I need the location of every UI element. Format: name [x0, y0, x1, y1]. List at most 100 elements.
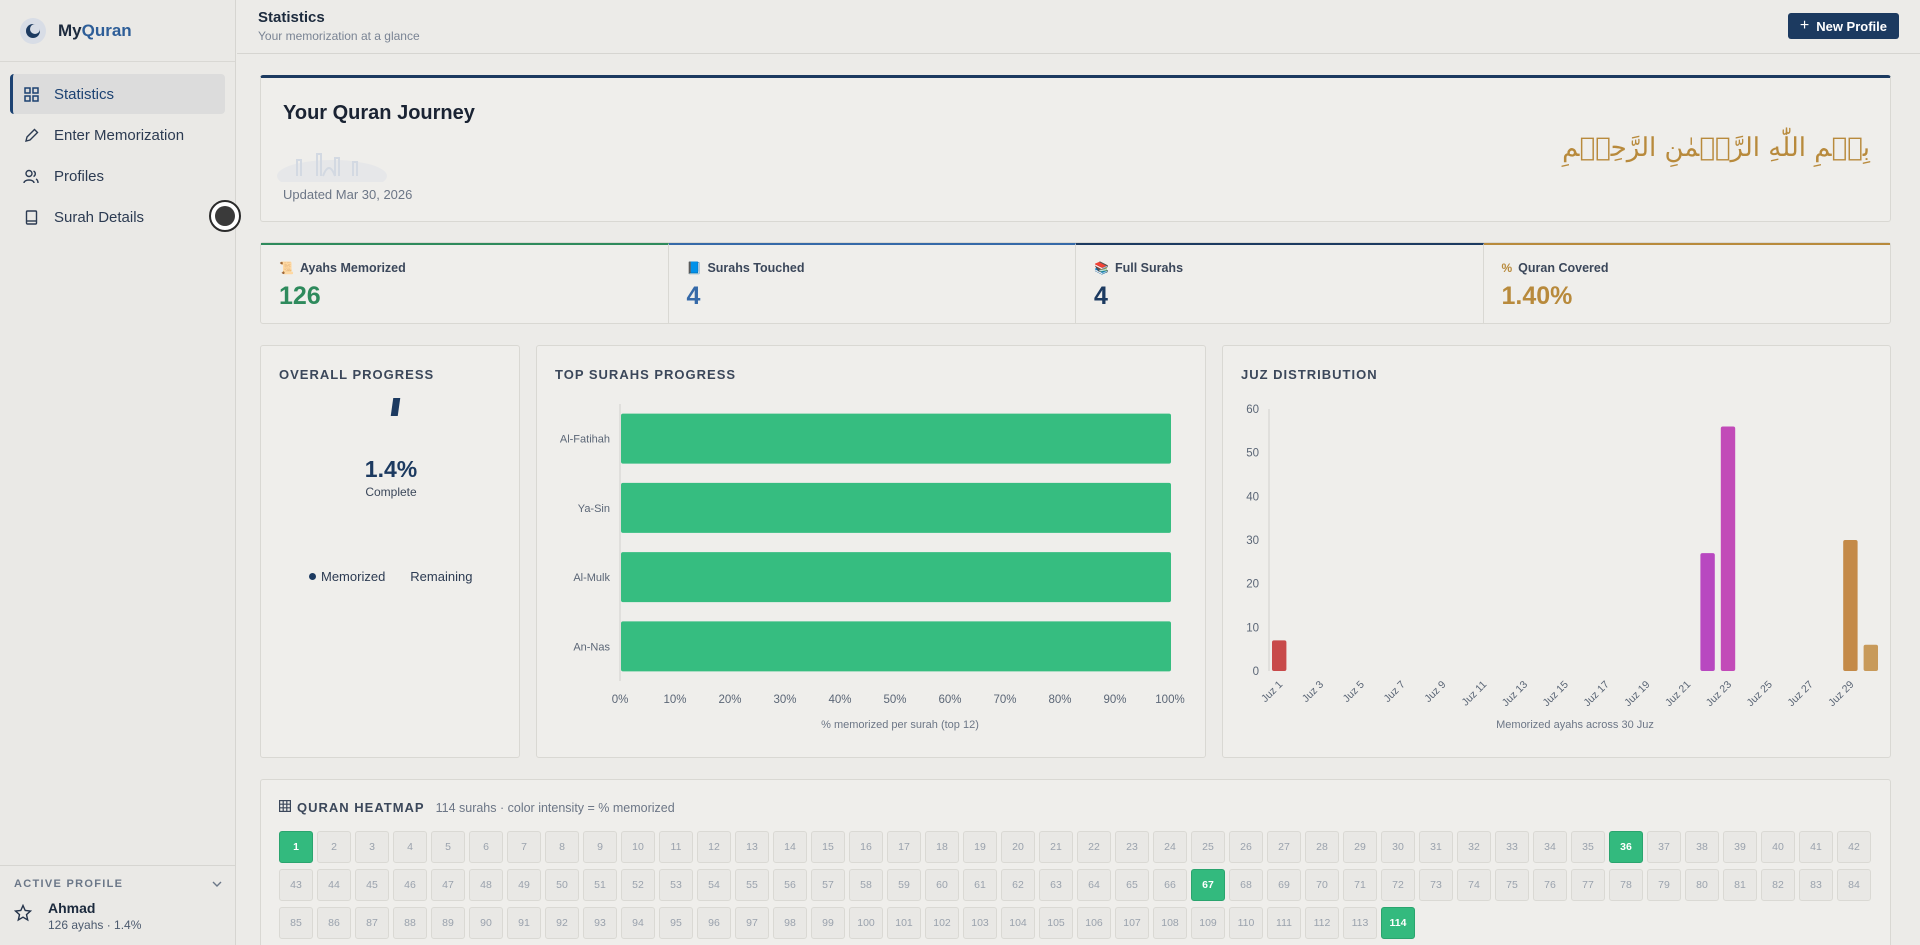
heatmap-cell[interactable]: 4 [393, 831, 427, 863]
heatmap-cell[interactable]: 59 [887, 869, 921, 901]
heatmap-cell[interactable]: 35 [1571, 831, 1605, 863]
heatmap-cell[interactable]: 95 [659, 907, 693, 939]
heatmap-cell[interactable]: 15 [811, 831, 845, 863]
heatmap-cell[interactable]: 52 [621, 869, 655, 901]
heatmap-cell[interactable]: 8 [545, 831, 579, 863]
heatmap-cell[interactable]: 14 [773, 831, 807, 863]
heatmap-cell[interactable]: 48 [469, 869, 503, 901]
heatmap-cell[interactable]: 99 [811, 907, 845, 939]
heatmap-cell[interactable]: 51 [583, 869, 617, 901]
brand[interactable]: MyQuran [0, 0, 235, 62]
heatmap-cell[interactable]: 65 [1115, 869, 1149, 901]
heatmap-cell[interactable]: 25 [1191, 831, 1225, 863]
heatmap-cell[interactable]: 2 [317, 831, 351, 863]
heatmap-cell[interactable]: 114 [1381, 907, 1415, 939]
sidebar-item-profiles[interactable]: Profiles [10, 156, 225, 196]
heatmap-cell[interactable]: 72 [1381, 869, 1415, 901]
heatmap-cell[interactable]: 78 [1609, 869, 1643, 901]
heatmap-cell[interactable]: 100 [849, 907, 883, 939]
heatmap-cell[interactable]: 70 [1305, 869, 1339, 901]
heatmap-cell[interactable]: 104 [1001, 907, 1035, 939]
heatmap-cell[interactable]: 103 [963, 907, 997, 939]
heatmap-cell[interactable]: 80 [1685, 869, 1719, 901]
heatmap-cell[interactable]: 105 [1039, 907, 1073, 939]
heatmap-cell[interactable]: 77 [1571, 869, 1605, 901]
chevron-down-icon[interactable] [212, 878, 222, 890]
heatmap-cell[interactable]: 79 [1647, 869, 1681, 901]
heatmap-cell[interactable]: 69 [1267, 869, 1301, 901]
heatmap-cell[interactable]: 108 [1153, 907, 1187, 939]
heatmap-cell[interactable]: 1 [279, 831, 313, 863]
heatmap-cell[interactable]: 18 [925, 831, 959, 863]
heatmap-cell[interactable]: 29 [1343, 831, 1377, 863]
heatmap-cell[interactable]: 24 [1153, 831, 1187, 863]
new-profile-button[interactable]: + New Profile [1787, 13, 1899, 39]
heatmap-cell[interactable]: 37 [1647, 831, 1681, 863]
heatmap-cell[interactable]: 102 [925, 907, 959, 939]
heatmap-cell[interactable]: 68 [1229, 869, 1263, 901]
heatmap-cell[interactable]: 71 [1343, 869, 1377, 901]
heatmap-cell[interactable]: 3 [355, 831, 389, 863]
heatmap-cell[interactable]: 43 [279, 869, 313, 901]
heatmap-cell[interactable]: 56 [773, 869, 807, 901]
heatmap-cell[interactable]: 5 [431, 831, 465, 863]
sidebar-item-enter-memorization[interactable]: Enter Memorization [10, 115, 225, 155]
legend-remaining[interactable]: Remaining [410, 569, 473, 584]
heatmap-cell[interactable]: 109 [1191, 907, 1225, 939]
heatmap-cell[interactable]: 58 [849, 869, 883, 901]
heatmap-cell[interactable]: 106 [1077, 907, 1111, 939]
sidebar-item-statistics[interactable]: Statistics [10, 74, 225, 114]
heatmap-cell[interactable]: 73 [1419, 869, 1453, 901]
heatmap-cell[interactable]: 93 [583, 907, 617, 939]
heatmap-cell[interactable]: 31 [1419, 831, 1453, 863]
heatmap-cell[interactable]: 97 [735, 907, 769, 939]
heatmap-cell[interactable]: 32 [1457, 831, 1491, 863]
heatmap-cell[interactable]: 89 [431, 907, 465, 939]
heatmap-cell[interactable]: 60 [925, 869, 959, 901]
heatmap-cell[interactable]: 26 [1229, 831, 1263, 863]
heatmap-cell[interactable]: 47 [431, 869, 465, 901]
heatmap-cell[interactable]: 86 [317, 907, 351, 939]
heatmap-cell[interactable]: 20 [1001, 831, 1035, 863]
heatmap-cell[interactable]: 85 [279, 907, 313, 939]
heatmap-cell[interactable]: 94 [621, 907, 655, 939]
heatmap-cell[interactable]: 39 [1723, 831, 1757, 863]
heatmap-cell[interactable]: 11 [659, 831, 693, 863]
heatmap-cell[interactable]: 45 [355, 869, 389, 901]
heatmap-cell[interactable]: 10 [621, 831, 655, 863]
sidebar-item-surah-details[interactable]: Surah Details [10, 197, 225, 237]
heatmap-cell[interactable]: 67 [1191, 869, 1225, 901]
heatmap-cell[interactable]: 113 [1343, 907, 1377, 939]
heatmap-cell[interactable]: 34 [1533, 831, 1567, 863]
heatmap-cell[interactable]: 101 [887, 907, 921, 939]
heatmap-cell[interactable]: 21 [1039, 831, 1073, 863]
heatmap-cell[interactable]: 88 [393, 907, 427, 939]
heatmap-cell[interactable]: 44 [317, 869, 351, 901]
heatmap-cell[interactable]: 6 [469, 831, 503, 863]
heatmap-cell[interactable]: 49 [507, 869, 541, 901]
heatmap-cell[interactable]: 42 [1837, 831, 1871, 863]
heatmap-cell[interactable]: 27 [1267, 831, 1301, 863]
heatmap-cell[interactable]: 111 [1267, 907, 1301, 939]
heatmap-cell[interactable]: 75 [1495, 869, 1529, 901]
heatmap-cell[interactable]: 55 [735, 869, 769, 901]
heatmap-cell[interactable]: 98 [773, 907, 807, 939]
heatmap-cell[interactable]: 46 [393, 869, 427, 901]
heatmap-cell[interactable]: 76 [1533, 869, 1567, 901]
heatmap-cell[interactable]: 107 [1115, 907, 1149, 939]
heatmap-cell[interactable]: 57 [811, 869, 845, 901]
heatmap-cell[interactable]: 40 [1761, 831, 1795, 863]
heatmap-cell[interactable]: 12 [697, 831, 731, 863]
heatmap-cell[interactable]: 84 [1837, 869, 1871, 901]
heatmap-cell[interactable]: 17 [887, 831, 921, 863]
heatmap-cell[interactable]: 23 [1115, 831, 1149, 863]
heatmap-cell[interactable]: 90 [469, 907, 503, 939]
heatmap-cell[interactable]: 62 [1001, 869, 1035, 901]
heatmap-cell[interactable]: 50 [545, 869, 579, 901]
heatmap-cell[interactable]: 13 [735, 831, 769, 863]
heatmap-cell[interactable]: 92 [545, 907, 579, 939]
legend-memorized[interactable]: Memorized [321, 569, 386, 584]
heatmap-cell[interactable]: 83 [1799, 869, 1833, 901]
heatmap-cell[interactable]: 87 [355, 907, 389, 939]
heatmap-cell[interactable]: 53 [659, 869, 693, 901]
